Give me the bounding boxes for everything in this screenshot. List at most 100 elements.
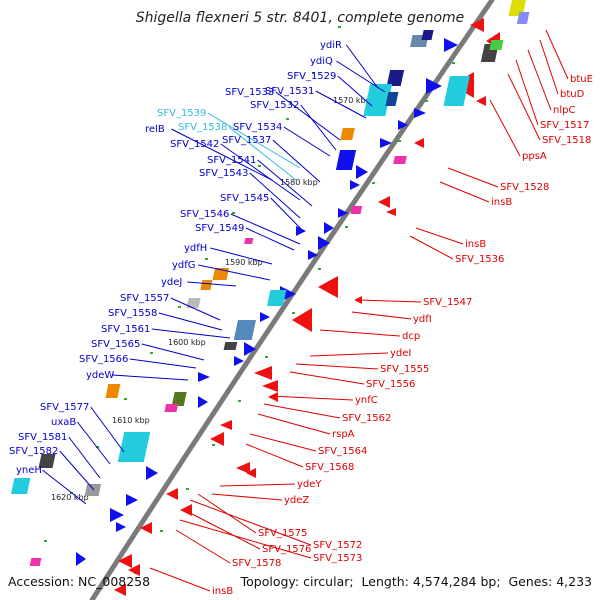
length-value: 4,574,284 bp bbox=[412, 574, 497, 589]
leader-line bbox=[295, 363, 379, 370]
gene-arrow bbox=[260, 312, 270, 322]
leader-line bbox=[245, 227, 295, 251]
gene-label-reverse: SFV_1572 bbox=[313, 540, 362, 551]
gene-label-forward: SFV_1531 bbox=[265, 86, 314, 97]
gene-label-forward: ydfH bbox=[184, 243, 207, 254]
ring-mark bbox=[345, 226, 348, 228]
leader-line bbox=[270, 197, 305, 233]
gene-arrow bbox=[116, 522, 126, 532]
gene-label-reverse: insB bbox=[212, 586, 233, 597]
leader-line bbox=[171, 128, 273, 181]
gene-label-reverse: SFV_1518 bbox=[542, 135, 591, 146]
gene-feature bbox=[29, 558, 42, 566]
leader-line bbox=[283, 126, 331, 157]
gene-arrow bbox=[210, 432, 224, 446]
gene-label-reverse: ynfC bbox=[355, 395, 378, 406]
leader-line bbox=[351, 311, 412, 320]
ring-mark bbox=[205, 258, 208, 260]
leader-line bbox=[170, 297, 221, 321]
gene-arrow bbox=[476, 96, 486, 106]
page-title: Shigella flexneri 5 str. 8401, complete … bbox=[135, 10, 465, 26]
gene-label-forward: SFV_1582 bbox=[9, 446, 58, 457]
gene-arrow bbox=[198, 396, 208, 408]
leader-line bbox=[90, 406, 125, 453]
leader-line bbox=[149, 567, 211, 592]
gene-arrow bbox=[262, 380, 278, 392]
gene-feature bbox=[10, 478, 31, 494]
ring-mark bbox=[318, 268, 321, 270]
gene-arrow bbox=[166, 488, 178, 500]
gene-arrow bbox=[254, 366, 272, 380]
ring-mark bbox=[186, 488, 189, 490]
leader-line bbox=[337, 75, 373, 107]
gene-label-forward: SFV_1549 bbox=[195, 223, 244, 234]
leader-line bbox=[249, 433, 317, 452]
leader-line bbox=[439, 181, 490, 203]
gene-arrow bbox=[296, 226, 306, 236]
gene-arrow bbox=[308, 250, 318, 260]
gene-label-forward: ydiQ bbox=[310, 56, 333, 67]
gene-feature bbox=[171, 392, 187, 406]
gene-label-forward: SFV_1541 bbox=[207, 155, 256, 166]
leader-line bbox=[527, 49, 552, 111]
gene-label-reverse: SFV_1517 bbox=[540, 120, 589, 131]
gene-arrow bbox=[318, 236, 330, 250]
leader-line bbox=[336, 60, 386, 93]
length-label: Length: bbox=[361, 574, 409, 589]
gene-label-reverse: SFV_1562 bbox=[342, 413, 391, 424]
gene-arrow bbox=[414, 108, 426, 118]
gene-label-reverse: dcp bbox=[402, 331, 420, 342]
ring-mark bbox=[160, 530, 163, 532]
gene-arrow bbox=[350, 180, 360, 190]
gene-arrow bbox=[180, 504, 192, 516]
leader-line bbox=[415, 227, 464, 245]
gene-feature bbox=[386, 70, 405, 86]
gene-arrow bbox=[128, 564, 140, 576]
leader-line bbox=[158, 312, 223, 331]
ring-mark bbox=[150, 352, 153, 354]
gene-label-forward: SFV_1577 bbox=[40, 402, 89, 413]
leader-line bbox=[219, 483, 296, 487]
leader-line bbox=[220, 143, 301, 201]
gene-label-forward: SFV_1538 bbox=[178, 122, 227, 133]
gene-arrow bbox=[470, 18, 484, 32]
gene-label-forward: SFV_1558 bbox=[108, 308, 157, 319]
leader-line bbox=[447, 167, 499, 188]
gene-arrow bbox=[378, 196, 390, 208]
gene-label-forward: ydeW bbox=[86, 370, 114, 381]
gene-label-reverse: ppsA bbox=[522, 151, 547, 162]
ring-mark bbox=[96, 446, 99, 448]
gene-arrow bbox=[76, 552, 86, 566]
ring-mark bbox=[258, 165, 261, 167]
gene-label-reverse: SFV_1564 bbox=[318, 446, 367, 457]
gene-label-forward: SFV_1546 bbox=[180, 209, 229, 220]
gene-arrow bbox=[244, 342, 256, 356]
accession-footer: Accession: NC_008258 bbox=[8, 574, 150, 589]
gene-feature bbox=[233, 320, 256, 340]
gene-feature bbox=[421, 30, 434, 40]
leader-line bbox=[228, 126, 297, 181]
gene-label-reverse: SFV_1575 bbox=[258, 528, 307, 539]
gene-arrow bbox=[398, 120, 408, 130]
leader-line bbox=[189, 499, 312, 546]
gene-label-reverse: SFV_1573 bbox=[313, 553, 362, 564]
kbp-tick-label: 1600 kbp bbox=[168, 338, 206, 347]
genes-label: Genes: bbox=[508, 574, 553, 589]
leader-line bbox=[42, 469, 87, 505]
ring-mark bbox=[398, 140, 401, 142]
gene-feature bbox=[340, 128, 355, 140]
gene-arrow bbox=[318, 276, 338, 298]
gene-label-reverse: SFV_1556 bbox=[366, 379, 415, 390]
ring-mark bbox=[338, 26, 341, 28]
gene-arrow bbox=[110, 508, 124, 522]
kbp-tick-label: 1590 kbp bbox=[225, 258, 263, 267]
gene-label-forward: uxaB bbox=[51, 417, 76, 428]
gene-feature bbox=[105, 384, 121, 398]
gene-arrow bbox=[338, 208, 348, 218]
gene-arrow bbox=[118, 554, 132, 568]
leader-line bbox=[269, 395, 354, 401]
gene-arrow bbox=[292, 308, 312, 332]
